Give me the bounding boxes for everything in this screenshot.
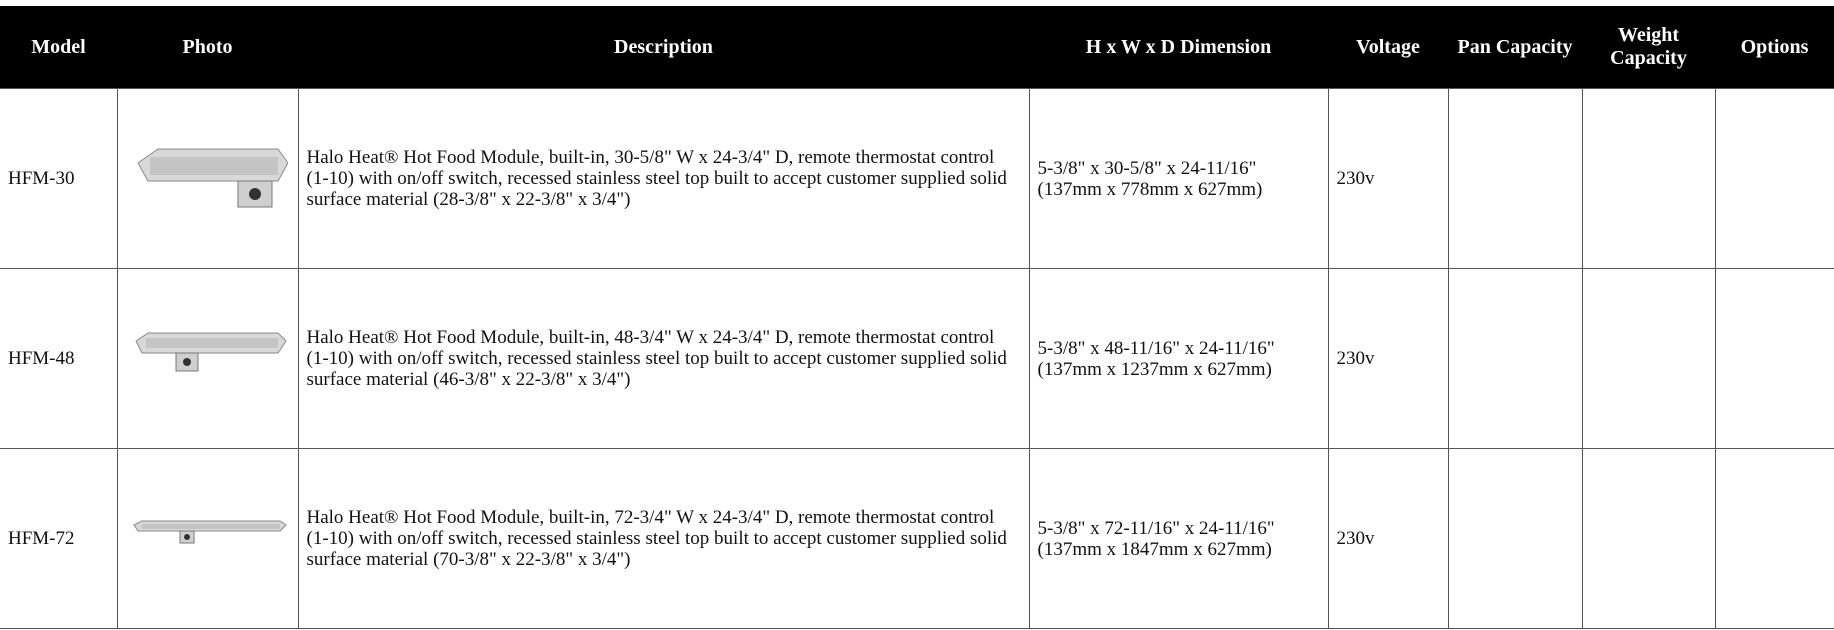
model: HFM-72 <box>0 448 118 629</box>
dimension-line: (137mm x 1847mm x 627mm) <box>1037 538 1272 560</box>
voltage: 230v <box>1327 448 1449 629</box>
photo <box>116 448 299 629</box>
empty-cell <box>1581 268 1716 449</box>
description: Halo Heat® Hot Food Module, built-in, 72… <box>297 448 1030 629</box>
dimension-line: (137mm x 1237mm x 627mm) <box>1037 358 1272 380</box>
empty-cell <box>1447 268 1583 449</box>
description: Halo Heat® Hot Food Module, built-in, 48… <box>297 268 1030 449</box>
header-cell: Options <box>1715 6 1834 89</box>
row: HFM-30 Halo Heat® Hot Food Module, built… <box>0 88 1834 269</box>
empty-cell <box>1447 88 1583 269</box>
row: HFM-72 Halo Heat® Hot Food Module, built… <box>0 448 1834 629</box>
header-cell: Voltage <box>1328 6 1448 89</box>
empty-cell <box>1714 268 1834 449</box>
header-cell: Pan Capacity <box>1448 6 1582 89</box>
header-cell: H x W x D Dimension <box>1029 6 1328 89</box>
photo <box>116 268 299 449</box>
header-cell: Weight Capacity <box>1582 6 1715 89</box>
header-cell: Photo <box>117 6 298 89</box>
voltage: 230v <box>1327 268 1449 449</box>
dimension-line: 5-3/8" x 48-11/16" x 24-11/16" <box>1037 337 1275 359</box>
dimension: 5-3/8" x 30-5/8" x 24-11/16" (137mm x 778… <box>1028 88 1329 269</box>
row: HFM-48 Halo Heat® Hot Food Module, built… <box>0 268 1834 449</box>
empty-cell <box>1714 88 1834 269</box>
header-cell: Description <box>298 6 1029 89</box>
voltage: 230v <box>1327 88 1449 269</box>
model: HFM-48 <box>0 268 118 449</box>
photo <box>116 88 299 269</box>
empty-cell <box>1581 448 1716 629</box>
header-row: Model Photo Description H x W x D Dimens… <box>0 6 1834 89</box>
dimension: 5-3/8" x 72-11/16" x 24-11/16" (137mm x 1… <box>1028 448 1329 629</box>
product-image <box>136 148 289 208</box>
dimension: 5-3/8" x 48-11/16" x 24-11/16" (137mm x 1… <box>1028 268 1329 449</box>
model: HFM-30 <box>0 88 118 269</box>
dimension-line: 5-3/8" x 72-11/16" x 24-11/16" <box>1037 517 1275 539</box>
header-cell: Model <box>0 6 117 89</box>
product-image <box>134 332 287 372</box>
description: Halo Heat® Hot Food Module, built-in, 30… <box>297 88 1030 269</box>
empty-cell <box>1581 88 1716 269</box>
product-image <box>132 520 287 544</box>
spec-table: Model Photo Description H x W x D Dimens… <box>0 6 1834 629</box>
dimension-line: (137mm x 778mm x 627mm) <box>1037 178 1263 200</box>
dimension-line: 5-3/8" x 30-5/8" x 24-11/16" <box>1037 157 1257 179</box>
empty-cell <box>1714 448 1834 629</box>
empty-cell <box>1447 448 1583 629</box>
